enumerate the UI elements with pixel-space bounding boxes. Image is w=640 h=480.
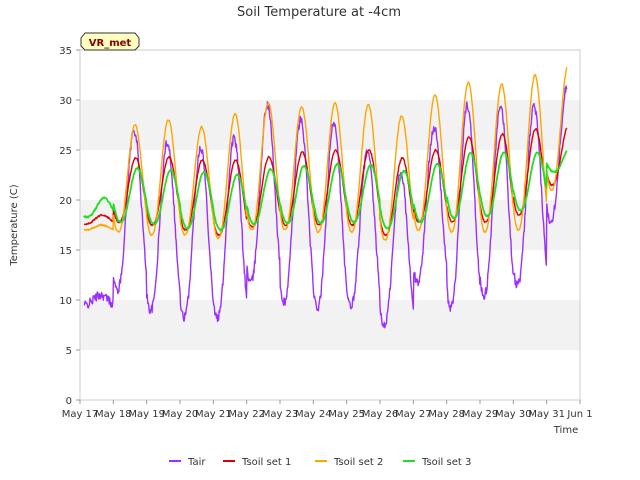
legend: Tair Tsoil set 1 Tsoil set 2 Tsoil set 3 <box>169 457 471 468</box>
y-tick-label: 10 <box>59 296 72 307</box>
y-axis-label: Temperature (C) <box>9 184 20 266</box>
series-line-tsoil-set-2 <box>83 67 568 241</box>
series-line-tair <box>83 85 568 329</box>
x-tick-label: May 30 <box>495 409 532 420</box>
legend-label: Tair <box>187 457 206 468</box>
legend-label: Tsoil set 3 <box>421 457 471 468</box>
x-tick-label: May 21 <box>195 409 232 420</box>
series-line-tsoil-set-3 <box>83 150 568 232</box>
x-tick-label: May 28 <box>428 409 465 420</box>
x-tick-label: May 19 <box>128 409 165 420</box>
x-tick-label: May 27 <box>395 409 432 420</box>
y-tick-label: 35 <box>59 46 72 57</box>
x-tick-label: May 18 <box>95 409 132 420</box>
legend-label: Tsoil set 1 <box>241 457 291 468</box>
chart-title: Soil Temperature at -4cm <box>237 5 401 20</box>
series-layer <box>83 67 568 329</box>
x-tick-label: May 22 <box>228 409 265 420</box>
y-tick-label: 5 <box>66 346 72 357</box>
x-tick-label: Jun 1 <box>566 409 592 420</box>
x-tick-label: May 29 <box>462 409 499 420</box>
legend-label: Tsoil set 2 <box>333 457 383 468</box>
y-tick-label: 30 <box>59 96 72 107</box>
x-axis-label: Time <box>553 425 578 436</box>
x-tick-label: May 23 <box>262 409 299 420</box>
y-tick-label: 20 <box>59 196 72 207</box>
y-tick-label: 25 <box>59 146 72 157</box>
station-badge-box <box>80 32 140 51</box>
y-tick-label: 15 <box>59 246 72 257</box>
grid-band <box>80 200 580 250</box>
x-tick-label: May 17 <box>62 409 99 420</box>
station-badge: VR_met <box>80 32 140 51</box>
x-tick-label: May 31 <box>528 409 565 420</box>
y-axis-ticks: 0 5 10 15 20 25 30 35 <box>59 46 80 407</box>
x-tick-label: May 24 <box>295 409 332 420</box>
series-line-tsoil-set-1 <box>83 127 568 237</box>
x-tick-label: May 20 <box>162 409 199 420</box>
grid-band <box>80 300 580 350</box>
x-tick-label: May 26 <box>362 409 399 420</box>
x-tick-label: May 25 <box>328 409 365 420</box>
plot-frame <box>79 49 581 401</box>
station-badge-text: VR_met <box>89 38 132 49</box>
y-tick-label: 0 <box>66 396 72 407</box>
